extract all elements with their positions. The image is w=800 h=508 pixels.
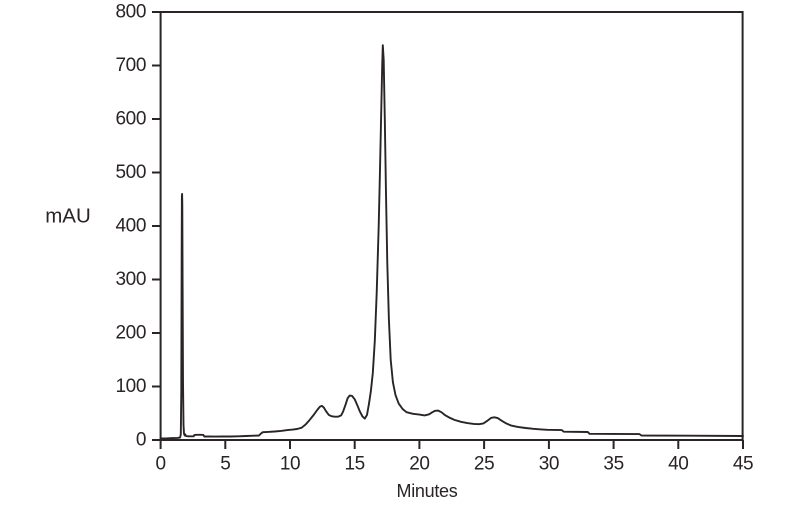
- svg-text:600: 600: [115, 109, 146, 130]
- svg-text:100: 100: [115, 376, 146, 397]
- svg-text:0: 0: [136, 430, 146, 451]
- svg-text:35: 35: [603, 454, 623, 475]
- svg-text:45: 45: [733, 454, 753, 475]
- svg-text:500: 500: [115, 162, 146, 183]
- svg-text:Minutes: Minutes: [397, 481, 458, 501]
- svg-text:mAU: mAU: [45, 205, 91, 228]
- svg-text:0: 0: [156, 454, 166, 475]
- svg-text:5: 5: [220, 454, 230, 475]
- svg-text:300: 300: [115, 269, 146, 290]
- svg-text:700: 700: [115, 55, 146, 76]
- svg-text:200: 200: [115, 323, 146, 344]
- svg-text:15: 15: [345, 454, 365, 475]
- svg-text:40: 40: [668, 454, 688, 475]
- svg-text:20: 20: [409, 454, 429, 475]
- svg-text:25: 25: [474, 454, 494, 475]
- svg-text:400: 400: [115, 216, 146, 237]
- svg-text:30: 30: [539, 454, 559, 475]
- svg-text:10: 10: [280, 454, 300, 475]
- svg-text:800: 800: [115, 2, 146, 23]
